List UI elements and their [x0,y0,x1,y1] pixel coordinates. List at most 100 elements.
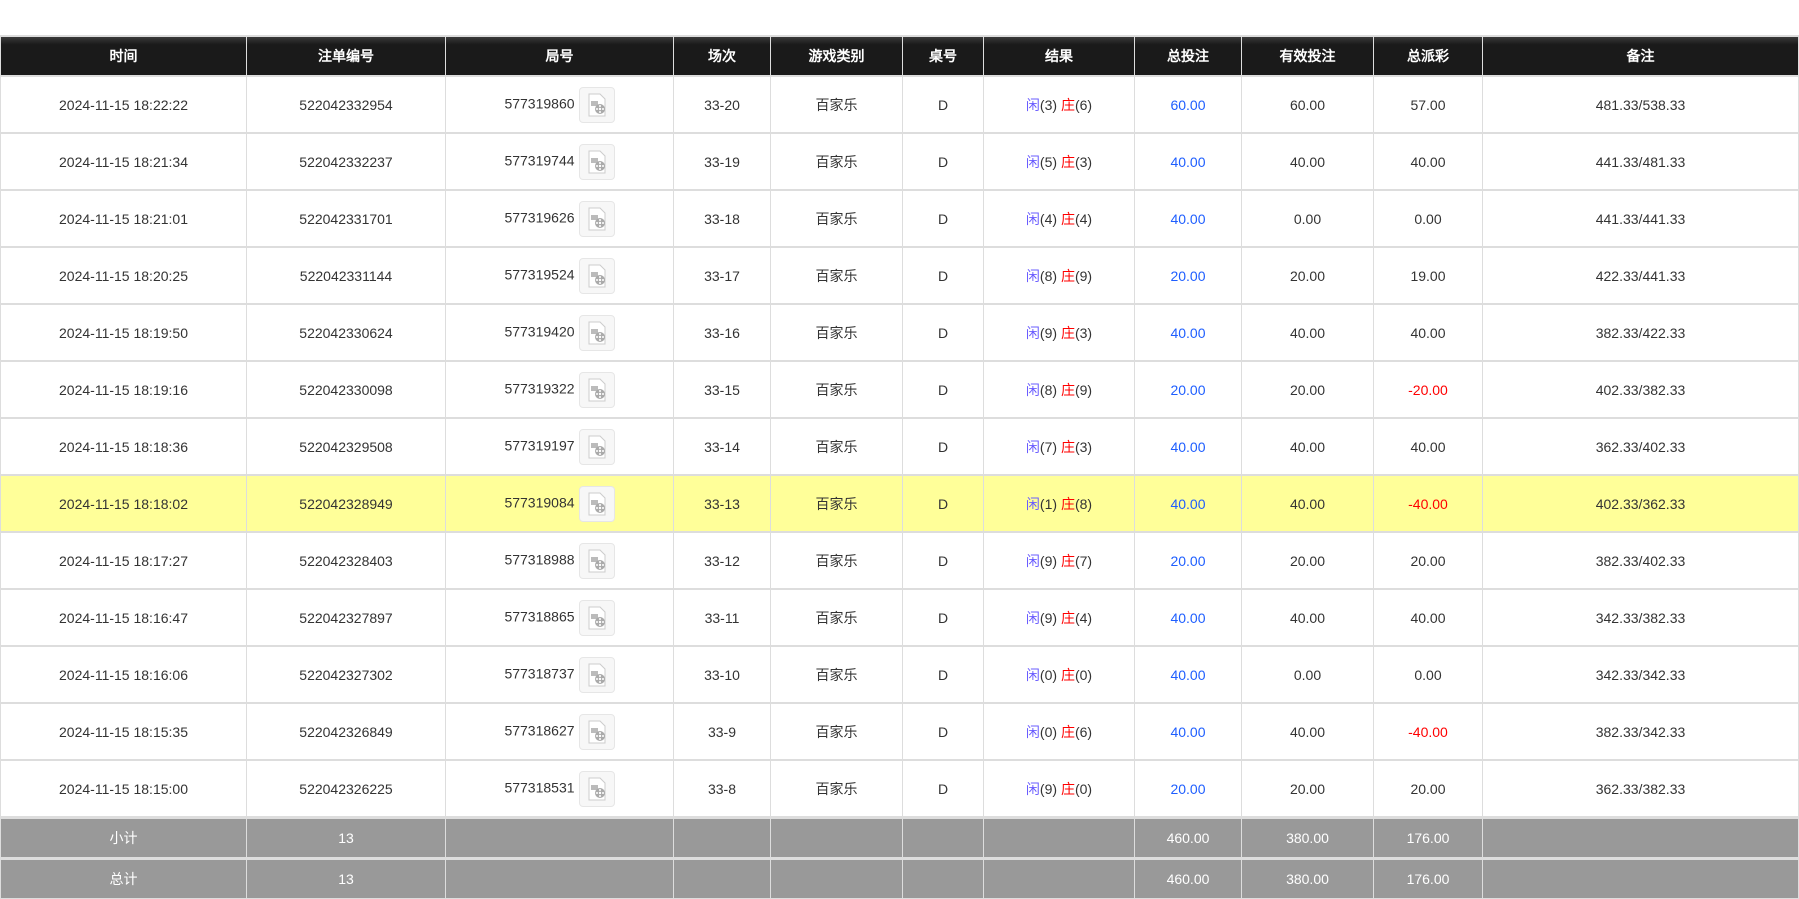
round-cell: 577319524 [445,246,674,305]
player-points: (9) [1039,324,1058,341]
payout-cell: -40.00 [1373,702,1483,761]
bet-id-cell: 522042328403 [246,531,446,590]
player-points: (5) [1039,153,1058,170]
game-type-cell: 百家乐 [770,303,903,362]
result-cell: 闲(0) 庄(6) [983,702,1135,761]
session-cell: 33-14 [673,417,771,476]
column-header: 注单编号 [246,35,446,77]
bet-id-cell: 522042332954 [246,75,446,134]
table-row: 2024-11-15 18:15:35 522042326849 5773186… [0,702,1799,761]
film-replay-icon[interactable] [578,770,615,807]
banker-points: (8) [1074,495,1093,512]
summary-payout: 176.00 [1373,857,1483,899]
result-cell: 闲(3) 庄(6) [983,75,1135,134]
summary-count: 13 [246,857,446,899]
table-cell: D [902,75,984,134]
player-points: (4) [1039,210,1058,227]
valid-bet-cell: 40.00 [1241,702,1374,761]
film-replay-icon[interactable] [578,371,615,408]
banker-points: (4) [1074,210,1093,227]
note-cell: 402.33/382.33 [1482,360,1799,419]
table-row: 2024-11-15 18:21:01 522042331701 5773196… [0,189,1799,248]
table-row: 2024-11-15 18:17:27 522042328403 5773189… [0,531,1799,590]
time-cell: 2024-11-15 18:18:02 [0,474,247,533]
total-bet-cell: 20.00 [1134,531,1242,590]
payout-cell: 20.00 [1373,759,1483,818]
player-points: (7) [1039,438,1058,455]
film-replay-icon[interactable] [578,542,615,579]
bet-id-cell: 522042331701 [246,189,446,248]
table-cell: D [902,702,984,761]
film-replay-icon[interactable] [578,485,615,522]
film-replay-icon[interactable] [578,713,615,750]
valid-bet-cell: 40.00 [1241,417,1374,476]
session-cell: 33-20 [673,75,771,134]
bet-id-cell: 522042331144 [246,246,446,305]
player-label: 闲 [1025,780,1040,797]
round-number: 577319860 [504,95,575,112]
total-bet-cell: 20.00 [1134,360,1242,419]
summary-label: 小计 [0,816,247,859]
table-cell: D [902,759,984,818]
film-replay-icon[interactable] [578,200,615,237]
film-replay-icon[interactable] [578,143,615,180]
table-row: 2024-11-15 18:19:16 522042330098 5773193… [0,360,1799,419]
note-cell: 362.33/382.33 [1482,759,1799,818]
result-cell: 闲(8) 庄(9) [983,246,1135,305]
player-points: (8) [1039,381,1058,398]
time-cell: 2024-11-15 18:20:25 [0,246,247,305]
time-cell: 2024-11-15 18:16:47 [0,588,247,647]
total-bet-cell: 40.00 [1134,474,1242,533]
round-cell: 577318627 [445,702,674,761]
player-points: (9) [1039,609,1058,626]
round-cell: 577318531 [445,759,674,818]
table-cell: D [902,474,984,533]
game-type-cell: 百家乐 [770,759,903,818]
summary-payout: 176.00 [1373,816,1483,859]
player-label: 闲 [1025,438,1040,455]
time-cell: 2024-11-15 18:22:22 [0,75,247,134]
banker-points: (6) [1074,723,1093,740]
session-cell: 33-17 [673,246,771,305]
valid-bet-cell: 40.00 [1241,303,1374,362]
table-row: 2024-11-15 18:20:25 522042331144 5773195… [0,246,1799,305]
round-cell: 577319744 [445,132,674,191]
player-label: 闲 [1025,552,1040,569]
payout-cell: 19.00 [1373,246,1483,305]
valid-bet-cell: 40.00 [1241,132,1374,191]
banker-points: (0) [1074,666,1093,683]
result-cell: 闲(1) 庄(8) [983,474,1135,533]
film-replay-icon[interactable] [578,428,615,465]
player-points: (8) [1039,267,1058,284]
summary-valid-bet: 380.00 [1241,857,1374,899]
round-number: 577318531 [504,779,575,796]
film-replay-icon[interactable] [578,86,615,123]
valid-bet-cell: 20.00 [1241,246,1374,305]
film-replay-icon[interactable] [578,314,615,351]
table-row: 2024-11-15 18:19:50 522042330624 5773194… [0,303,1799,362]
round-cell: 577318865 [445,588,674,647]
player-points: (9) [1039,780,1058,797]
film-replay-icon[interactable] [578,257,615,294]
game-type-cell: 百家乐 [770,189,903,248]
banker-points: (6) [1074,96,1093,113]
film-replay-icon[interactable] [578,656,615,693]
player-label: 闲 [1025,666,1040,683]
column-header: 时间 [0,35,247,77]
valid-bet-cell: 20.00 [1241,360,1374,419]
banker-label: 庄 [1060,381,1075,398]
payout-cell: -20.00 [1373,360,1483,419]
player-label: 闲 [1025,381,1040,398]
summary-row: 小计 13 460.00 380.00 176.00 [0,816,1799,859]
banker-points: (3) [1074,153,1093,170]
summary-valid-bet: 380.00 [1241,816,1374,859]
bet-id-cell: 522042332237 [246,132,446,191]
session-cell: 33-11 [673,588,771,647]
column-header: 备注 [1482,35,1799,77]
total-bet-cell: 40.00 [1134,132,1242,191]
player-points: (0) [1039,666,1058,683]
round-number: 577319197 [504,437,575,454]
film-replay-icon[interactable] [578,599,615,636]
round-cell: 577319860 [445,75,674,134]
player-label: 闲 [1025,495,1040,512]
